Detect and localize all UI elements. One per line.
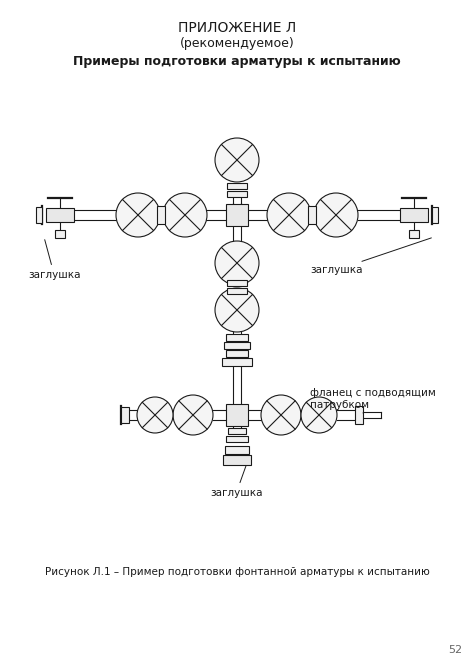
- Bar: [223, 455, 251, 465]
- Circle shape: [116, 193, 160, 237]
- Bar: [36, 207, 42, 223]
- Bar: [227, 279, 247, 285]
- Bar: [226, 404, 248, 426]
- Bar: [227, 287, 247, 293]
- Text: (рекомендуемое): (рекомендуемое): [180, 38, 294, 50]
- Text: заглушка: заглушка: [310, 238, 431, 275]
- Circle shape: [173, 395, 213, 435]
- Text: 52: 52: [448, 645, 462, 655]
- Text: Рисунок Л.1 – Пример подготовки фонтанной арматуры к испытанию: Рисунок Л.1 – Пример подготовки фонтанно…: [45, 567, 429, 577]
- Circle shape: [267, 193, 311, 237]
- Bar: [409, 230, 419, 238]
- Circle shape: [261, 395, 301, 435]
- Bar: [226, 204, 248, 226]
- Bar: [400, 208, 428, 222]
- Bar: [227, 183, 247, 189]
- Circle shape: [215, 288, 259, 332]
- Circle shape: [215, 241, 259, 285]
- Bar: [224, 342, 250, 348]
- Bar: [157, 206, 165, 224]
- Bar: [121, 407, 129, 423]
- Circle shape: [137, 397, 173, 433]
- Bar: [222, 358, 252, 366]
- Bar: [226, 436, 248, 442]
- Bar: [226, 334, 248, 340]
- Bar: [55, 230, 65, 238]
- Bar: [309, 206, 317, 224]
- Circle shape: [301, 397, 337, 433]
- Bar: [228, 428, 246, 434]
- Bar: [226, 350, 248, 356]
- Text: Примеры подготовки арматуры к испытанию: Примеры подготовки арматуры к испытанию: [73, 56, 401, 68]
- Text: ПРИЛОЖЕНИЕ Л: ПРИЛОЖЕНИЕ Л: [178, 21, 296, 35]
- Circle shape: [163, 193, 207, 237]
- Bar: [227, 191, 247, 197]
- Bar: [46, 208, 74, 222]
- Text: заглушка: заглушка: [210, 466, 263, 498]
- Circle shape: [314, 193, 358, 237]
- Circle shape: [215, 138, 259, 182]
- Text: фланец с подводящим
патрубком: фланец с подводящим патрубком: [310, 388, 436, 413]
- Bar: [225, 446, 249, 454]
- Bar: [355, 406, 363, 424]
- Text: заглушка: заглушка: [28, 240, 81, 280]
- Bar: [432, 207, 438, 223]
